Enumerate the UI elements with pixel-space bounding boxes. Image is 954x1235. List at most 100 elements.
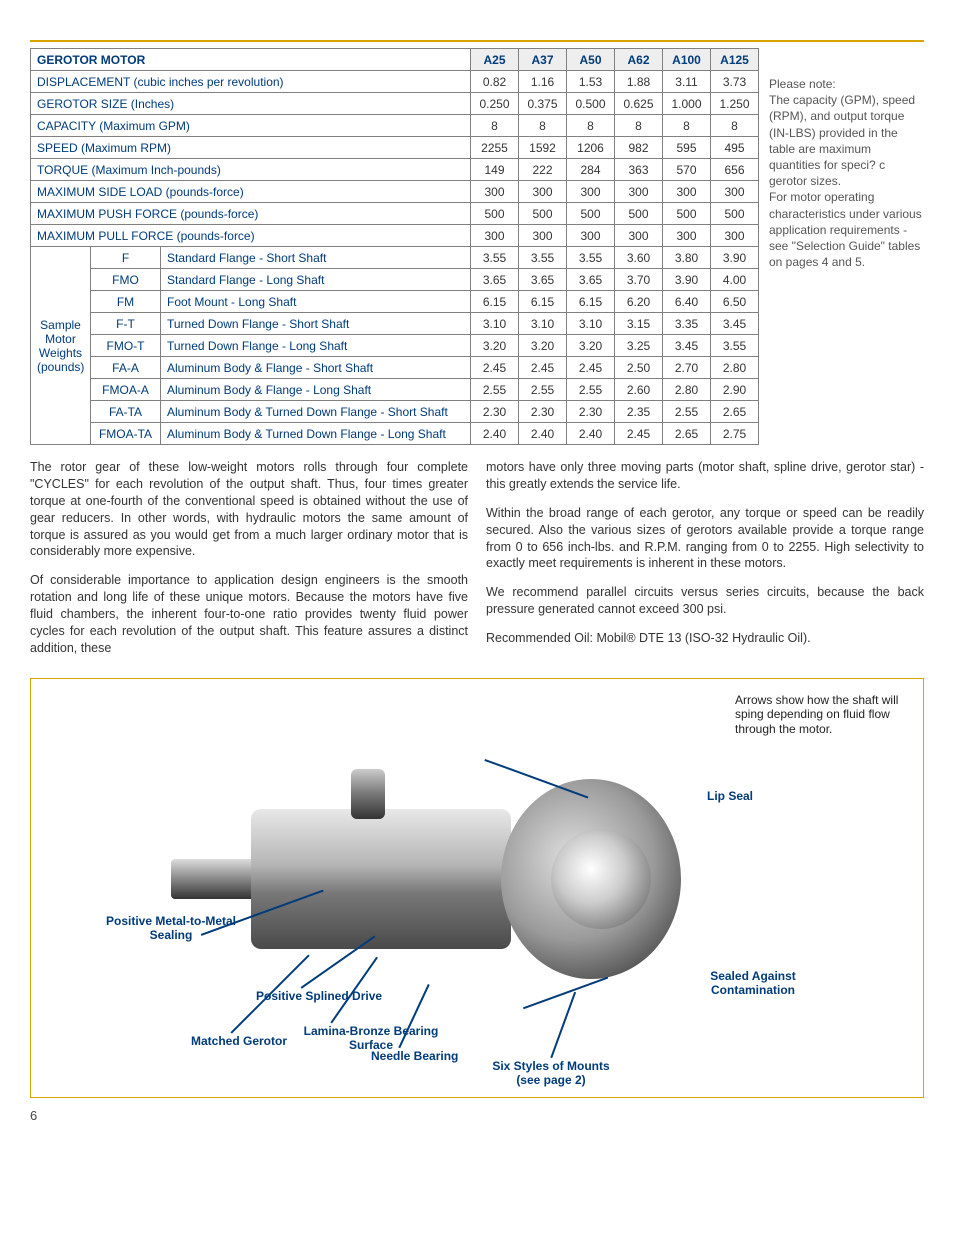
spec-value: 300: [519, 225, 567, 247]
weight-code: FMOA-TA: [91, 423, 161, 445]
spec-row: SPEED (Maximum RPM)225515921206982595495: [31, 137, 759, 159]
motor-body: [251, 809, 511, 949]
weight-row: FMOA-TAAluminum Body & Turned Down Flang…: [31, 423, 759, 445]
spec-value: 149: [471, 159, 519, 181]
spec-value: 8: [711, 115, 759, 137]
weight-code: FA-A: [91, 357, 161, 379]
spec-value: 1.000: [663, 93, 711, 115]
spec-value: 300: [711, 181, 759, 203]
weight-value: 3.55: [711, 335, 759, 357]
weight-value: 2.55: [471, 379, 519, 401]
spec-value: 8: [663, 115, 711, 137]
table-title: GEROTOR MOTOR: [31, 49, 471, 71]
weight-value: 3.15: [615, 313, 663, 335]
weight-value: 2.40: [519, 423, 567, 445]
spec-value: 500: [663, 203, 711, 225]
callout-sealed: Sealed Against Contamination: [683, 969, 823, 998]
model-col: A50: [567, 49, 615, 71]
spec-value: 1592: [519, 137, 567, 159]
weight-value: 3.20: [567, 335, 615, 357]
weight-value: 2.80: [663, 379, 711, 401]
para: Recommended Oil: Mobil® DTE 13 (ISO-32 H…: [486, 630, 924, 647]
spec-value: 595: [663, 137, 711, 159]
spec-value: 0.250: [471, 93, 519, 115]
motor-illustration: [251, 749, 711, 1009]
spec-value: 500: [471, 203, 519, 225]
spec-value: 3.73: [711, 71, 759, 93]
weight-desc: Standard Flange - Short Shaft: [161, 247, 471, 269]
weight-desc: Turned Down Flange - Short Shaft: [161, 313, 471, 335]
weight-desc: Aluminum Body & Flange - Long Shaft: [161, 379, 471, 401]
arrow-note: Arrows show how the shaft will sping dep…: [735, 693, 905, 736]
spec-label: MAXIMUM PULL FORCE (pounds-force): [31, 225, 471, 247]
spec-value: 1.16: [519, 71, 567, 93]
para: We recommend parallel circuits versus se…: [486, 584, 924, 618]
weight-value: 4.00: [711, 269, 759, 291]
top-rule: [30, 40, 924, 42]
header-row: GEROTOR MOTOR A25 A37 A50 A62 A100 A125: [31, 49, 759, 71]
callout-lamina: Lamina-Bronze Bearing Surface: [301, 1024, 441, 1053]
spec-label: GEROTOR SIZE (Inches): [31, 93, 471, 115]
para: motors have only three moving parts (mot…: [486, 459, 924, 493]
callout-spline: Positive Splined Drive: [256, 989, 382, 1003]
spec-value: 300: [663, 181, 711, 203]
weight-value: 3.45: [711, 313, 759, 335]
spec-value: 8: [615, 115, 663, 137]
content-row: GEROTOR MOTOR A25 A37 A50 A62 A100 A125 …: [30, 48, 924, 445]
weight-row: FMO-TTurned Down Flange - Long Shaft3.20…: [31, 335, 759, 357]
spec-value: 2255: [471, 137, 519, 159]
spec-value: 500: [567, 203, 615, 225]
motor-shaft: [171, 859, 261, 899]
weight-value: 3.35: [663, 313, 711, 335]
weight-value: 2.75: [711, 423, 759, 445]
model-col: A37: [519, 49, 567, 71]
spec-row: MAXIMUM PULL FORCE (pounds-force)3003003…: [31, 225, 759, 247]
weight-value: 3.45: [663, 335, 711, 357]
weight-value: 2.30: [471, 401, 519, 423]
spec-value: 1.88: [615, 71, 663, 93]
spec-label: SPEED (Maximum RPM): [31, 137, 471, 159]
weight-desc: Standard Flange - Long Shaft: [161, 269, 471, 291]
weight-code: F-T: [91, 313, 161, 335]
sidenote-line: The capacity (GPM), speed (RPM), and out…: [769, 93, 915, 188]
weight-code: FMO-T: [91, 335, 161, 357]
weight-row: FA-TAAluminum Body & Turned Down Flange …: [31, 401, 759, 423]
weight-value: 3.90: [663, 269, 711, 291]
spec-value: 570: [663, 159, 711, 181]
weight-value: 2.45: [471, 357, 519, 379]
spec-label: TORQUE (Maximum Inch-pounds): [31, 159, 471, 181]
spec-value: 0.375: [519, 93, 567, 115]
spec-label: MAXIMUM PUSH FORCE (pounds-force): [31, 203, 471, 225]
weight-value: 6.15: [519, 291, 567, 313]
weight-value: 2.90: [711, 379, 759, 401]
spec-value: 0.82: [471, 71, 519, 93]
weight-value: 3.60: [615, 247, 663, 269]
weight-value: 3.10: [567, 313, 615, 335]
weight-code: FMOA-A: [91, 379, 161, 401]
weight-value: 2.55: [519, 379, 567, 401]
spec-row: MAXIMUM SIDE LOAD (pounds-force)30030030…: [31, 181, 759, 203]
model-col: A25: [471, 49, 519, 71]
weight-value: 2.30: [519, 401, 567, 423]
weight-row: FMFoot Mount - Long Shaft6.156.156.156.2…: [31, 291, 759, 313]
spec-value: 363: [615, 159, 663, 181]
sidenote-line: Please note:: [769, 77, 836, 91]
weight-value: 3.20: [519, 335, 567, 357]
spec-row: TORQUE (Maximum Inch-pounds)149222284363…: [31, 159, 759, 181]
para: The rotor gear of these low-weight motor…: [30, 459, 468, 560]
weight-value: 6.40: [663, 291, 711, 313]
callout-matched: Matched Gerotor: [191, 1034, 287, 1048]
weight-value: 2.80: [711, 357, 759, 379]
spec-value: 656: [711, 159, 759, 181]
weight-code: FMO: [91, 269, 161, 291]
spec-table: GEROTOR MOTOR A25 A37 A50 A62 A100 A125 …: [30, 48, 759, 445]
spec-value: 300: [471, 181, 519, 203]
weight-value: 2.30: [567, 401, 615, 423]
para: Of considerable importance to applicatio…: [30, 572, 468, 656]
weight-value: 2.50: [615, 357, 663, 379]
weight-row: FA-AAluminum Body & Flange - Short Shaft…: [31, 357, 759, 379]
weight-value: 3.70: [615, 269, 663, 291]
spec-row: DISPLACEMENT (cubic inches per revolutio…: [31, 71, 759, 93]
weight-desc: Aluminum Body & Turned Down Flange - Lon…: [161, 423, 471, 445]
weight-value: 3.55: [519, 247, 567, 269]
